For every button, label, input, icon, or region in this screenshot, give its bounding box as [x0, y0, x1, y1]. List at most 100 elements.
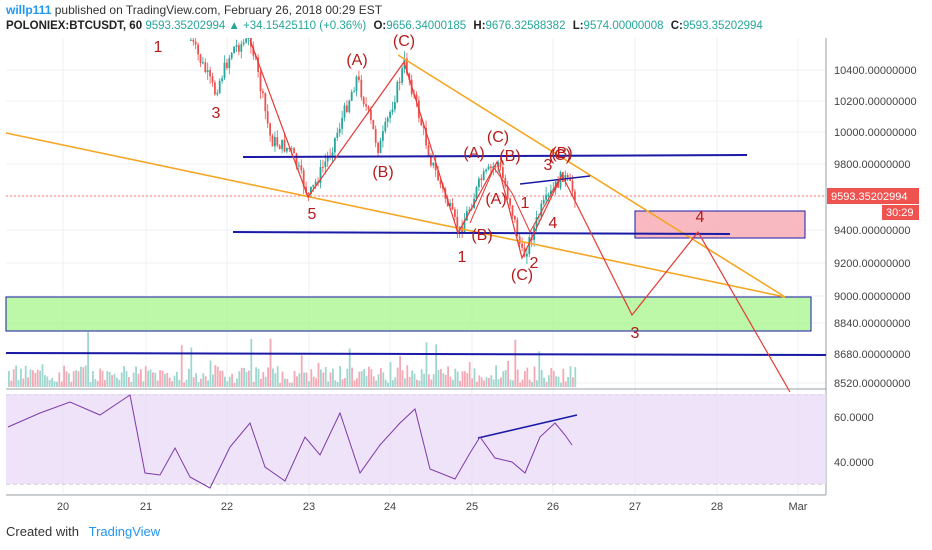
volume-bar [336, 381, 339, 387]
wave-label: 4 [696, 209, 705, 226]
wave-label: (A) [463, 145, 484, 162]
volume-bar [536, 380, 538, 387]
volume-bar [207, 380, 209, 387]
wave-label: (B) [471, 227, 492, 244]
volume-bar [348, 348, 351, 387]
candle-body [571, 180, 574, 192]
candle-body [475, 187, 478, 199]
countdown-text: 30:29 [886, 207, 914, 219]
candle-body [252, 46, 255, 56]
author-link[interactable]: willp111 [6, 3, 52, 17]
wave-label: 1 [154, 39, 163, 56]
volume-bar [296, 376, 298, 387]
volume-bars [8, 332, 577, 387]
time-tick: Mar [789, 501, 808, 513]
wave-label: (C) [549, 147, 571, 164]
volume-bar [75, 370, 77, 387]
volume-bar [332, 368, 334, 387]
volume-bar [164, 373, 166, 387]
volume-bar [41, 364, 44, 387]
candle-body [468, 209, 471, 212]
volume-bar [464, 371, 466, 387]
wave-label: (B) [551, 145, 572, 162]
open-value: 9656.34000185 [386, 20, 467, 32]
candle-body [379, 140, 382, 153]
volume-bar [130, 381, 133, 387]
candle-body [374, 129, 377, 143]
volume-bar [240, 367, 243, 387]
candle-body [278, 145, 281, 150]
volume-bar [545, 381, 548, 387]
volume-bar [197, 382, 200, 387]
countdown-tag [882, 205, 919, 220]
candle-body [283, 139, 286, 152]
candle-body [238, 45, 240, 52]
volume-bar [497, 379, 500, 387]
candle-body [324, 161, 327, 168]
volume-bar [188, 368, 190, 387]
candle-body [348, 100, 351, 112]
symbol-header: POLONIEX:BTCUSDT, 60 9593.35202994 ▲ +34… [6, 20, 763, 32]
candle-body [343, 105, 346, 118]
candle-body [264, 93, 267, 112]
close-label: C: [670, 20, 683, 32]
rsi-tick: 40.0000 [834, 457, 874, 469]
volume-bar [488, 377, 490, 387]
volume-bar [39, 370, 41, 387]
volume-bar [200, 378, 202, 387]
volume-bar [243, 368, 245, 387]
price-change: ▲ +34.15425110 (+0.36%) [228, 20, 367, 32]
volume-bar [516, 369, 519, 387]
tradingview-logo[interactable]: TradingView [88, 524, 161, 539]
volume-bar [94, 379, 97, 387]
resistance-line [242, 154, 748, 158]
zones [5, 210, 826, 484]
volume-bar [346, 368, 349, 387]
candle-body [350, 91, 353, 101]
volume-bar [502, 371, 505, 387]
volume-bar [291, 382, 293, 387]
support-line [232, 231, 731, 235]
volume-bar [334, 380, 337, 387]
volume-bar [53, 381, 56, 387]
candle-body [346, 105, 348, 112]
candle-body [439, 180, 442, 185]
candle-body [281, 139, 283, 150]
demand-zone [5, 296, 812, 332]
volume-bar [140, 369, 142, 387]
candle-body [312, 184, 315, 187]
volume-bar [308, 381, 310, 387]
wave-label: 4 [549, 215, 558, 232]
volume-bar [281, 371, 284, 387]
candle-body [300, 165, 303, 171]
wave-path [249, 39, 791, 393]
rsi-band [6, 394, 826, 484]
volume-bar [195, 373, 197, 387]
volume-bar [456, 371, 459, 387]
volume-bar [192, 377, 195, 387]
candle-body [499, 162, 502, 168]
rsi-indicator [7, 394, 573, 489]
candle-body [487, 166, 490, 170]
wave-label: (A) [485, 191, 506, 208]
volume-bar [233, 382, 236, 387]
volume-bar [178, 379, 181, 387]
volume-bar [471, 378, 473, 387]
candle-body [259, 72, 262, 92]
volume-bar [111, 375, 113, 387]
volume-bar [252, 381, 255, 387]
volume-bar [87, 332, 89, 387]
rsi-line [7, 394, 573, 489]
volume-bar [315, 378, 317, 387]
volume-bar [27, 377, 29, 387]
candle-body [420, 118, 423, 126]
volume-bar [401, 370, 404, 387]
volume-bar [166, 372, 169, 387]
volume-bar [461, 371, 464, 387]
volume-bar [303, 372, 305, 387]
volume-bar [425, 342, 428, 387]
volume-bar [322, 372, 325, 387]
candle-body [276, 137, 279, 146]
volume-bar [29, 369, 32, 387]
